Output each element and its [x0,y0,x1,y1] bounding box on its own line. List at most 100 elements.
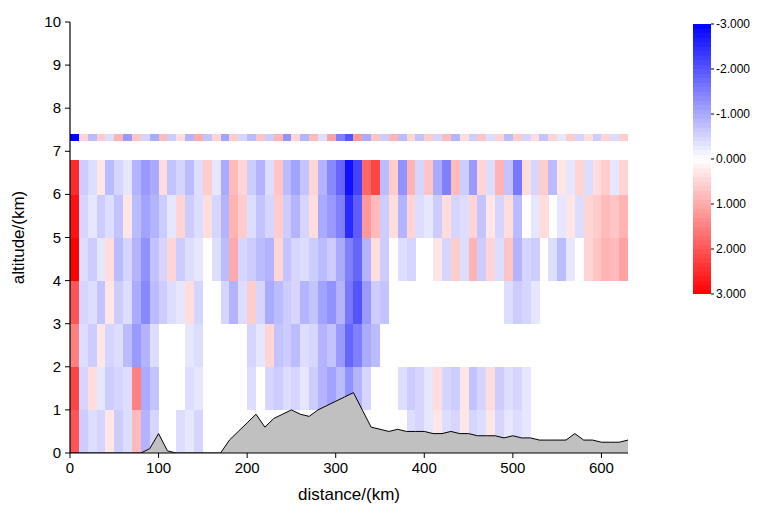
y-tick-label: 7 [53,142,61,159]
heat-cell [274,238,283,281]
heat-cell [336,324,345,367]
colorbar-swatch [693,164,711,169]
colorbar-tick-label: 3.000 [716,287,746,301]
heat-cell [247,367,256,410]
heat-cell [424,367,433,410]
heat-cell [593,160,602,195]
heat-cell [327,194,336,237]
heat-cell [176,194,185,237]
heat-cell [318,324,327,367]
heat-cell [318,367,327,410]
x-tick [335,453,336,458]
colorbar-swatch [693,105,711,110]
strip-cell [619,134,628,140]
colorbar-swatch [693,173,711,178]
heat-cell [486,367,495,410]
heat-cell [460,238,469,281]
heat-cell [469,367,478,410]
strip-cell [557,134,566,140]
heat-cell [601,238,610,281]
heat-cell [601,160,610,195]
heat-cell [371,194,380,237]
heat-cell [238,194,247,237]
heat-cell [203,194,212,237]
heat-cell [451,238,460,281]
heat-cell [265,238,274,281]
strip-cell [336,134,345,140]
heat-cell [247,281,256,324]
strip-cell [442,134,451,140]
heat-cell [221,238,230,281]
heat-cell [247,194,256,237]
heat-cell [150,194,159,237]
x-tick-label: 600 [589,459,614,476]
heat-cell [88,367,97,410]
heat-cell [557,238,566,281]
y-tick-label: 9 [53,56,61,73]
heat-cell [212,194,221,237]
heat-cell [274,160,283,195]
heat-cell [548,160,557,195]
heat-cell [238,238,247,281]
heat-cell [283,367,292,410]
colorbar-swatch [693,101,711,106]
heat-cell [185,410,194,453]
heat-cell [300,194,309,237]
y-tick [65,323,70,324]
heat-cell [150,367,159,410]
heat-cell [141,238,150,281]
y-tick [65,22,70,23]
heat-cell [318,238,327,281]
heat-cell [97,160,106,195]
x-tick-label: 100 [146,459,171,476]
heat-cell [238,160,247,195]
heat-cell [97,281,106,324]
heat-cell [88,238,97,281]
colorbar-swatch [693,24,711,29]
heat-cell [601,194,610,237]
heat-cell [114,194,123,237]
heat-cell [477,194,486,237]
heat-cell [274,194,283,237]
heat-cell [70,238,79,281]
y-tick [65,280,70,281]
colorbar-swatch [693,47,711,52]
heat-cell [274,324,283,367]
colorbar-swatch [693,74,711,79]
heat-cell [407,367,416,410]
heat-cell [415,367,424,410]
colorbar-swatch [693,92,711,97]
heat-cell [114,367,123,410]
heat-cell [584,194,593,237]
heat-cell [407,160,416,195]
x-tick [512,453,513,458]
heat-cell [291,194,300,237]
x-axis-title: distance/(km) [298,485,400,504]
heat-cell [504,160,513,195]
colorbar-swatch [693,267,711,272]
heat-cell [159,281,168,324]
plot-area [70,134,628,453]
strip-cell [566,134,575,140]
heat-cell [424,160,433,195]
heat-cell [159,160,168,195]
heat-cell [283,160,292,195]
strip-cell [451,134,460,140]
colorbar-tick-label: -1.000 [716,107,750,121]
heat-cell [221,194,230,237]
strip-cell [70,134,79,140]
colorbar-swatch [693,204,711,209]
heat-cell [486,194,495,237]
heat-cell [176,160,185,195]
colorbar-swatch [693,78,711,83]
heat-cell [539,194,548,237]
heat-cell [566,194,575,237]
axes: 0100200300400500600012345678910 [44,13,628,476]
heat-cell [398,367,407,410]
heat-cell [522,367,531,410]
colorbar-tick [711,159,714,160]
heat-cell [194,367,203,410]
heat-cell [150,160,159,195]
heat-cell [229,238,238,281]
heat-cell [185,238,194,281]
